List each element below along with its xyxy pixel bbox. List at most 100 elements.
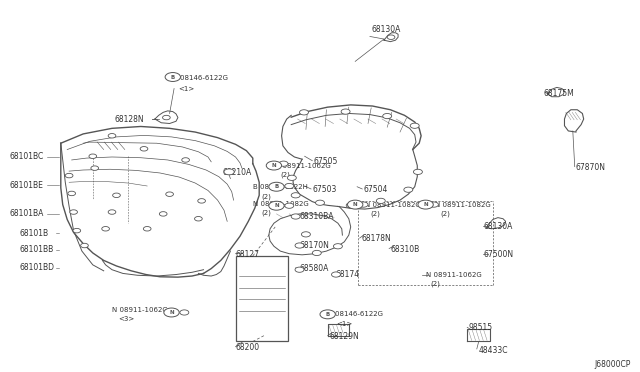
Circle shape (143, 227, 151, 231)
Text: N: N (274, 203, 279, 208)
Circle shape (108, 134, 116, 138)
Text: 68200: 68200 (236, 343, 260, 352)
Circle shape (285, 183, 294, 189)
Text: 67503: 67503 (312, 185, 337, 194)
Circle shape (295, 267, 304, 272)
Circle shape (269, 182, 284, 191)
Circle shape (285, 203, 294, 208)
Text: N 08911-1082G: N 08911-1082G (435, 202, 491, 208)
Text: 68130A: 68130A (483, 222, 513, 231)
Circle shape (287, 175, 296, 180)
Text: B 08146-6122H: B 08146-6122H (253, 184, 308, 190)
Text: 67870N: 67870N (576, 163, 606, 172)
Circle shape (102, 227, 109, 231)
Circle shape (70, 210, 77, 214)
Text: J68000CP: J68000CP (594, 360, 630, 369)
Circle shape (376, 198, 385, 203)
Text: 98515: 98515 (468, 323, 493, 332)
Circle shape (301, 232, 310, 237)
Text: 68130A: 68130A (371, 25, 401, 34)
Text: 68101B: 68101B (19, 229, 49, 238)
Circle shape (195, 217, 202, 221)
Circle shape (108, 210, 116, 214)
Text: <3>: <3> (118, 316, 134, 322)
Text: 68174: 68174 (336, 270, 360, 279)
Circle shape (359, 202, 368, 207)
Text: N 08911-1082G: N 08911-1082G (253, 201, 308, 207)
Circle shape (164, 308, 179, 317)
Text: 68178N: 68178N (362, 234, 391, 243)
Circle shape (279, 161, 288, 166)
Circle shape (91, 166, 99, 170)
Circle shape (312, 250, 321, 256)
Circle shape (410, 123, 419, 128)
Circle shape (165, 73, 180, 81)
Text: 68129N: 68129N (330, 332, 359, 341)
Circle shape (73, 228, 81, 233)
Text: (2): (2) (261, 193, 271, 200)
Text: (2): (2) (440, 211, 450, 217)
Text: B: B (275, 184, 278, 189)
Text: N 08911-1062G: N 08911-1062G (426, 272, 481, 278)
Circle shape (346, 203, 355, 208)
Circle shape (387, 35, 395, 39)
Text: (2): (2) (261, 210, 271, 217)
Text: N: N (353, 202, 358, 207)
Text: 68128N: 68128N (115, 115, 144, 124)
Circle shape (81, 243, 88, 248)
Text: 67504: 67504 (364, 185, 388, 194)
Circle shape (163, 115, 170, 120)
Circle shape (429, 202, 438, 207)
Text: 68127: 68127 (236, 250, 260, 259)
Text: <1>: <1> (336, 321, 352, 327)
Text: N: N (169, 310, 174, 315)
Circle shape (180, 310, 189, 315)
Circle shape (418, 200, 433, 209)
Circle shape (383, 113, 392, 119)
Text: (2): (2) (431, 280, 440, 287)
Text: B 08146-6122G: B 08146-6122G (328, 311, 383, 317)
Text: (2): (2) (280, 171, 290, 178)
Circle shape (332, 272, 340, 277)
Circle shape (300, 110, 308, 115)
Text: 68101BB: 68101BB (19, 246, 54, 254)
Text: N: N (271, 163, 276, 168)
Text: 67500N: 67500N (483, 250, 513, 259)
Circle shape (113, 193, 120, 198)
Text: 68101BD: 68101BD (19, 263, 54, 272)
Text: N: N (423, 202, 428, 207)
Circle shape (404, 187, 413, 192)
Text: N 08911-1062G: N 08911-1062G (112, 307, 168, 312)
Text: 68310BA: 68310BA (300, 212, 334, 221)
Circle shape (224, 169, 234, 175)
Text: B: B (171, 74, 175, 80)
Circle shape (341, 109, 350, 114)
Text: 68101BA: 68101BA (10, 209, 44, 218)
Text: 48433C: 48433C (479, 346, 508, 355)
Circle shape (269, 201, 284, 210)
Text: (2): (2) (370, 211, 380, 217)
Text: N 08911-1062G: N 08911-1062G (275, 163, 331, 169)
Circle shape (291, 214, 300, 219)
Circle shape (333, 244, 342, 249)
Circle shape (68, 191, 76, 196)
Text: <1>: <1> (178, 86, 194, 92)
Circle shape (159, 212, 167, 216)
Text: 68101BC: 68101BC (10, 153, 44, 161)
Circle shape (89, 154, 97, 158)
Circle shape (291, 193, 300, 198)
Text: 68170N: 68170N (300, 241, 330, 250)
Text: N 08911-1082G: N 08911-1082G (365, 202, 420, 208)
Circle shape (65, 173, 73, 178)
Circle shape (413, 169, 422, 174)
Text: 68175M: 68175M (544, 89, 575, 97)
Circle shape (198, 199, 205, 203)
Circle shape (266, 161, 282, 170)
Circle shape (316, 200, 324, 205)
Text: 68210A: 68210A (223, 169, 252, 177)
Circle shape (166, 192, 173, 196)
Text: 68580A: 68580A (300, 264, 329, 273)
Text: B 08146-6122G: B 08146-6122G (173, 75, 228, 81)
Circle shape (320, 310, 335, 319)
Text: 68310B: 68310B (390, 245, 420, 254)
